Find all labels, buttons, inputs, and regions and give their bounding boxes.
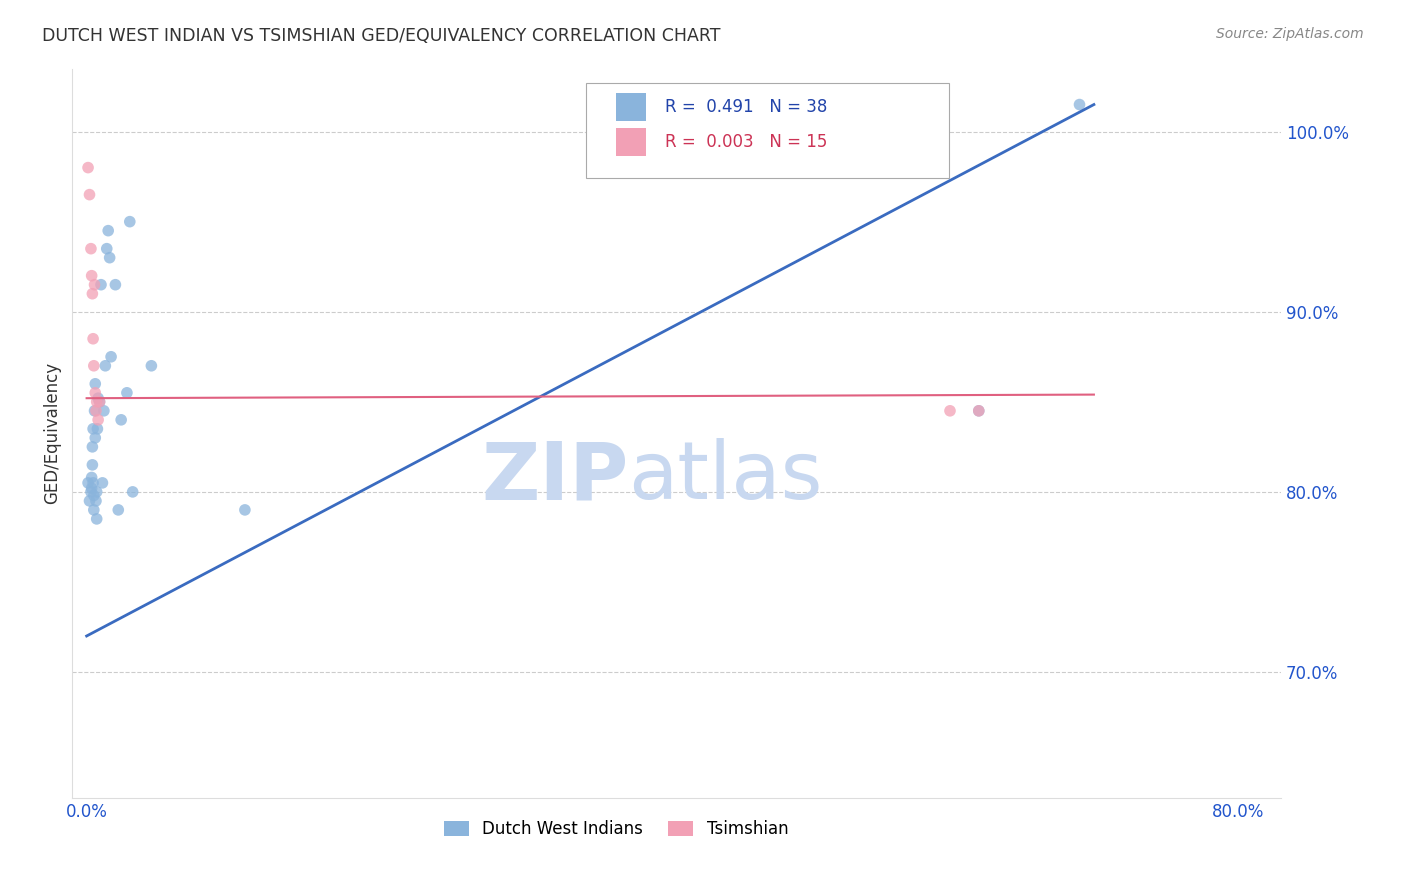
Point [115, 385, 138, 400]
Point [141, 359, 163, 373]
Point [82, 332, 104, 346]
Point [84, 376, 107, 391]
Point [91, 475, 114, 490]
Point [77, 475, 100, 490]
Point [110, 413, 132, 427]
Point [84, 431, 107, 445]
Point [82, 440, 104, 454]
Text: DUTCH WEST INDIAN VS TSIMSHIAN GED/EQUIVALENCY CORRELATION CHART: DUTCH WEST INDIAN VS TSIMSHIAN GED/EQUIV… [42, 27, 721, 45]
Point [84, 404, 107, 418]
Point [79, 494, 101, 508]
Text: R =  0.491   N = 38: R = 0.491 N = 38 [665, 98, 827, 116]
Point [80, 484, 103, 499]
Point [1069, 97, 1091, 112]
Point [89, 394, 111, 409]
FancyBboxPatch shape [586, 83, 949, 178]
Point [82, 458, 104, 472]
Text: ZIP: ZIP [481, 438, 628, 516]
Bar [616, 93, 647, 121]
Point [86, 512, 108, 526]
Point [98, 251, 121, 265]
Point [80, 268, 103, 283]
Point [967, 404, 990, 418]
Point [939, 404, 962, 418]
Point [84, 494, 107, 508]
Point [83, 488, 105, 502]
Point [967, 404, 990, 418]
Point [118, 214, 141, 228]
Text: R =  0.003   N = 15: R = 0.003 N = 15 [665, 134, 827, 152]
Point [107, 503, 129, 517]
Point [80, 481, 103, 495]
Point [96, 242, 118, 256]
Point [121, 484, 143, 499]
Point [100, 350, 122, 364]
Point [82, 286, 104, 301]
Point [87, 391, 110, 405]
Point [83, 359, 105, 373]
Legend: Dutch West Indians, Tsimshian: Dutch West Indians, Tsimshian [437, 814, 794, 845]
Point [86, 394, 108, 409]
Point [94, 359, 117, 373]
Point [82, 422, 104, 436]
Point [87, 413, 110, 427]
Point [83, 277, 105, 292]
Point [83, 503, 105, 517]
Y-axis label: GED/Equivalency: GED/Equivalency [44, 362, 60, 504]
Point [80, 470, 103, 484]
Point [82, 475, 104, 490]
Point [86, 484, 108, 499]
Point [93, 404, 115, 418]
Point [104, 277, 127, 292]
Bar [616, 128, 647, 156]
Point [86, 422, 108, 436]
Point [89, 394, 111, 409]
Text: atlas: atlas [628, 438, 823, 516]
Point [233, 503, 256, 517]
Point [84, 385, 107, 400]
Text: Source: ZipAtlas.com: Source: ZipAtlas.com [1216, 27, 1364, 41]
Point [97, 224, 120, 238]
Point [80, 242, 103, 256]
Point [79, 187, 101, 202]
Point [83, 404, 105, 418]
Point [77, 161, 100, 175]
Point [90, 277, 112, 292]
